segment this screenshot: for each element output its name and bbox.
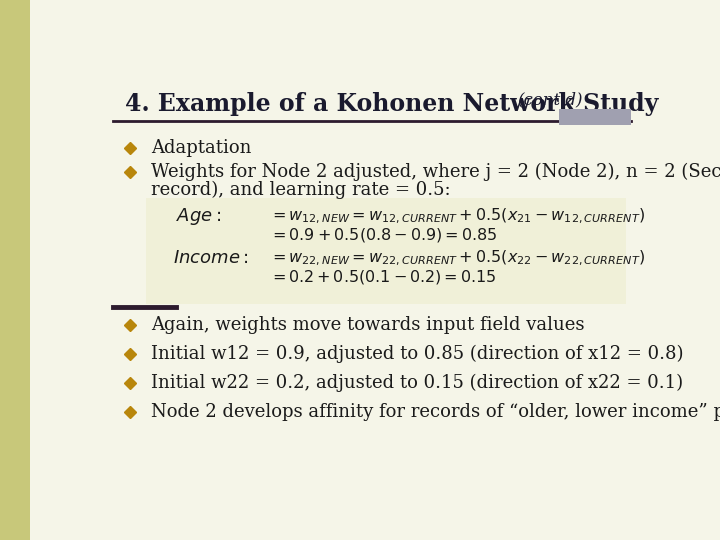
Text: Weights for Node 2 adjusted, where j = 2 (Node 2), n = 2 (Second: Weights for Node 2 adjusted, where j = 2…: [151, 163, 720, 181]
Text: Adaptation: Adaptation: [151, 139, 252, 157]
Text: Initial w12 = 0.9, adjusted to 0.85 (direction of x12 = 0.8): Initial w12 = 0.9, adjusted to 0.85 (dir…: [151, 345, 684, 363]
Text: (cont’d): (cont’d): [517, 92, 582, 109]
Text: $= 0.9 + 0.5(0.8 - 0.9) = 0.85$: $= 0.9 + 0.5(0.8 - 0.9) = 0.85$: [269, 226, 497, 244]
Text: Initial w22 = 0.2, adjusted to 0.15 (direction of x22 = 0.1): Initial w22 = 0.2, adjusted to 0.15 (dir…: [151, 374, 683, 392]
Bar: [559, 109, 631, 125]
Text: $= 0.2 + 0.5(0.1 - 0.2) = 0.15$: $= 0.2 + 0.5(0.1 - 0.2) = 0.15$: [269, 268, 496, 286]
Text: record), and learning rate = 0.5:: record), and learning rate = 0.5:: [151, 180, 451, 199]
Text: $\mathit{Income}:$: $\mathit{Income}:$: [173, 249, 248, 267]
Text: Again, weights move towards input field values: Again, weights move towards input field …: [151, 316, 585, 334]
Text: $= w_{12,NEW} = w_{12,CURRENT} + 0.5(x_{21} - w_{12,CURRENT})$: $= w_{12,NEW} = w_{12,CURRENT} + 0.5(x_{…: [269, 207, 644, 226]
Text: $= w_{22,NEW} = w_{22,CURRENT} + 0.5(x_{22} - w_{22,CURRENT})$: $= w_{22,NEW} = w_{22,CURRENT} + 0.5(x_{…: [269, 248, 644, 268]
Text: $\mathit{Age}:$: $\mathit{Age}:$: [176, 206, 222, 227]
FancyBboxPatch shape: [145, 198, 626, 304]
Text: Node 2 develops affinity for records of “older, lower income” persons: Node 2 develops affinity for records of …: [151, 403, 720, 421]
Text: 4. Example of a Kohonen Network Study: 4. Example of a Kohonen Network Study: [125, 92, 658, 116]
